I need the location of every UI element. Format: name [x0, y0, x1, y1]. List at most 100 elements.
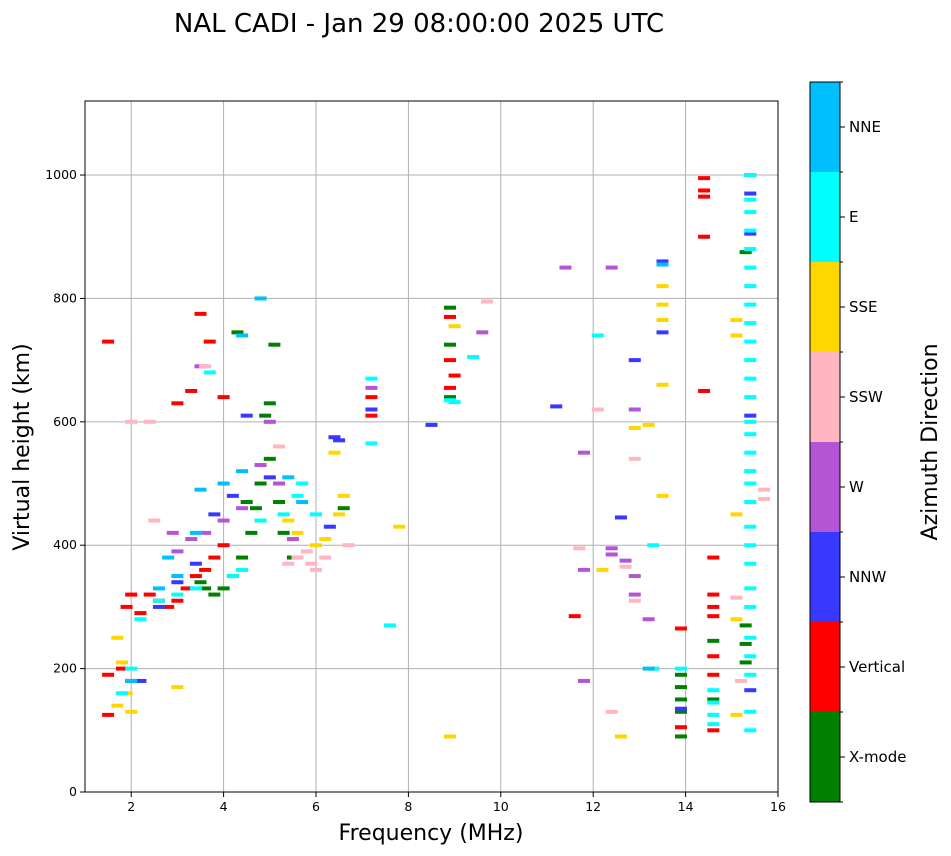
data-point	[739, 641, 752, 646]
data-point	[707, 614, 720, 619]
data-point	[194, 580, 207, 585]
data-point	[102, 339, 115, 344]
data-point	[236, 567, 249, 572]
data-point	[476, 330, 489, 335]
data-point	[642, 422, 655, 427]
data-point	[674, 666, 687, 671]
data-point	[166, 530, 179, 535]
data-point	[698, 188, 711, 193]
data-point	[125, 419, 138, 424]
data-point	[443, 734, 456, 739]
data-point	[259, 413, 272, 418]
data-point	[744, 265, 757, 270]
data-point	[171, 580, 184, 585]
colorbar-swatch	[810, 352, 840, 442]
data-point	[282, 561, 295, 566]
data-point	[707, 592, 720, 597]
data-point	[744, 654, 757, 659]
data-point	[263, 401, 276, 406]
data-point	[707, 654, 720, 659]
data-point	[254, 518, 267, 523]
data-point	[707, 604, 720, 609]
data-point	[333, 438, 346, 443]
data-point	[254, 463, 267, 468]
data-point	[231, 330, 244, 335]
data-point	[291, 530, 304, 535]
data-point	[323, 524, 336, 529]
data-point	[171, 549, 184, 554]
data-point	[240, 500, 253, 505]
colorbar-swatch	[810, 532, 840, 622]
data-point	[619, 558, 632, 563]
chart-title: NAL CADI - Jan 29 08:00:00 2025 UTC	[174, 9, 664, 39]
data-point	[744, 413, 757, 418]
data-point	[744, 339, 757, 344]
data-point	[226, 574, 239, 579]
data-point	[310, 543, 322, 548]
data-point	[674, 706, 687, 711]
y-tick-label: 600	[53, 414, 77, 429]
data-point	[744, 688, 757, 693]
data-point	[125, 592, 138, 597]
data-point	[180, 586, 193, 591]
data-point	[735, 678, 748, 683]
data-point	[337, 506, 350, 511]
y-axis-ticks: 0 200 400 600 800 1000	[45, 167, 85, 799]
data-point	[296, 481, 309, 486]
data-point	[199, 586, 212, 591]
series-vertical	[102, 176, 720, 733]
x-tick-label: 6	[312, 799, 320, 814]
data-point	[656, 259, 669, 264]
data-point	[217, 543, 230, 548]
data-point	[125, 678, 138, 683]
plot-frame	[84, 100, 779, 793]
x-tick-label: 16	[770, 799, 786, 814]
data-point	[236, 555, 249, 560]
data-point	[698, 194, 711, 199]
data-point	[707, 700, 720, 705]
data-point	[758, 496, 771, 501]
data-point	[333, 512, 346, 517]
data-point	[319, 537, 332, 542]
data-point	[443, 395, 456, 400]
x-axis-label: Frequency (MHz)	[339, 821, 524, 846]
data-point	[189, 574, 202, 579]
data-point	[730, 318, 743, 323]
data-point	[125, 709, 138, 714]
data-point	[171, 592, 184, 597]
data-point	[115, 691, 128, 696]
colorbar-label: E	[849, 208, 858, 226]
data-point	[319, 555, 332, 560]
data-point	[189, 561, 202, 566]
data-point	[656, 302, 669, 307]
data-point	[698, 234, 711, 239]
data-point	[148, 518, 161, 523]
data-point	[647, 543, 660, 548]
data-point	[115, 666, 128, 671]
data-point	[152, 598, 165, 603]
data-point	[744, 302, 757, 307]
colorbar-swatch	[810, 622, 840, 712]
x-axis-ticks: 2 4 6 8 10 12 14 16	[127, 792, 786, 814]
data-point	[674, 685, 687, 690]
data-point	[605, 552, 618, 557]
data-point	[674, 709, 687, 714]
data-point	[152, 604, 165, 609]
data-point	[217, 586, 230, 591]
data-point	[143, 592, 156, 597]
x-tick-label: 4	[220, 799, 228, 814]
data-point	[282, 475, 295, 480]
data-point	[707, 722, 720, 727]
data-point	[628, 407, 641, 412]
series-w	[166, 265, 655, 683]
data-point	[744, 284, 757, 289]
data-point	[656, 382, 669, 387]
data-point	[730, 712, 743, 717]
data-point	[425, 422, 438, 427]
data-point	[744, 197, 757, 202]
data-point	[185, 537, 198, 542]
data-point	[628, 358, 641, 363]
data-point	[744, 635, 757, 640]
y-tick-label: 400	[53, 537, 77, 552]
